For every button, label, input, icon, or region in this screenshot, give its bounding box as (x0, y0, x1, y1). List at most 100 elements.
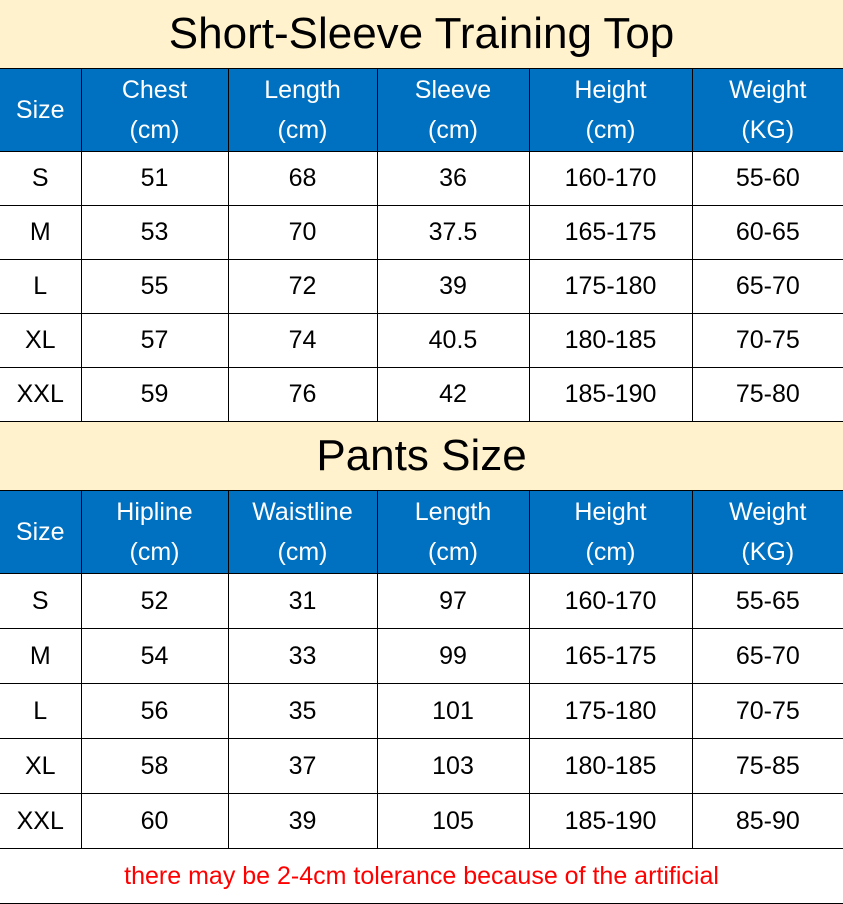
value-cell: 56 (81, 684, 228, 739)
size-cell: S (0, 574, 81, 629)
value-cell: 76 (228, 368, 377, 422)
value-cell: 175-180 (529, 260, 692, 314)
value-cell: 165-175 (529, 629, 692, 684)
value-cell: 35 (228, 684, 377, 739)
header-unit: (cm) (82, 532, 228, 572)
value-cell: 53 (81, 206, 228, 260)
header-label: Weight (693, 70, 843, 110)
value-cell: 60-65 (692, 206, 843, 260)
size-cell: L (0, 684, 81, 739)
header-label: Height (530, 70, 692, 110)
value-cell: 55-65 (692, 574, 843, 629)
header-unit: (cm) (229, 110, 377, 150)
column-header: Size (0, 491, 81, 574)
value-cell: 185-190 (529, 794, 692, 849)
header-label: Chest (82, 70, 228, 110)
value-cell: 72 (228, 260, 377, 314)
value-cell: 31 (228, 574, 377, 629)
header-unit: (cm) (378, 110, 529, 150)
column-header: Length(cm) (228, 69, 377, 152)
value-cell: 58 (81, 739, 228, 794)
value-cell: 57 (81, 314, 228, 368)
column-header: Hipline(cm) (81, 491, 228, 574)
value-cell: 55-60 (692, 152, 843, 206)
value-cell: 60 (81, 794, 228, 849)
value-cell: 160-170 (529, 152, 692, 206)
header-label: Waistline (229, 492, 377, 532)
header-unit: (cm) (530, 110, 692, 150)
header-label: Height (530, 492, 692, 532)
column-header: Height(cm) (529, 69, 692, 152)
header-unit: (cm) (378, 532, 529, 572)
size-cell: M (0, 206, 81, 260)
value-cell: 33 (228, 629, 377, 684)
value-cell: 42 (377, 368, 529, 422)
header-label: Sleeve (378, 70, 529, 110)
value-cell: 65-70 (692, 629, 843, 684)
header-unit: (cm) (229, 532, 377, 572)
column-header: Weight(KG) (692, 69, 843, 152)
value-cell: 65-70 (692, 260, 843, 314)
value-cell: 75-85 (692, 739, 843, 794)
value-cell: 36 (377, 152, 529, 206)
value-cell: 105 (377, 794, 529, 849)
value-cell: 180-185 (529, 314, 692, 368)
header-label: Size (16, 518, 65, 546)
header-unit: (cm) (530, 532, 692, 572)
header-unit: (KG) (693, 532, 843, 572)
size-cell: XL (0, 314, 81, 368)
value-cell: 103 (377, 739, 529, 794)
value-cell: 70 (228, 206, 377, 260)
value-cell: 52 (81, 574, 228, 629)
size-cell: XXL (0, 794, 81, 849)
size-cell: M (0, 629, 81, 684)
column-header: Height(cm) (529, 491, 692, 574)
value-cell: 85-90 (692, 794, 843, 849)
value-cell: 39 (228, 794, 377, 849)
column-header: Weight(KG) (692, 491, 843, 574)
value-cell: 97 (377, 574, 529, 629)
header-label: Length (229, 70, 377, 110)
value-cell: 165-175 (529, 206, 692, 260)
size-cell: L (0, 260, 81, 314)
value-cell: 180-185 (529, 739, 692, 794)
value-cell: 51 (81, 152, 228, 206)
value-cell: 59 (81, 368, 228, 422)
value-cell: 37 (228, 739, 377, 794)
header-label: Weight (693, 492, 843, 532)
value-cell: 160-170 (529, 574, 692, 629)
value-cell: 101 (377, 684, 529, 739)
tolerance-note: there may be 2-4cm tolerance because of … (0, 849, 843, 904)
value-cell: 55 (81, 260, 228, 314)
column-header: Chest(cm) (81, 69, 228, 152)
value-cell: 54 (81, 629, 228, 684)
value-cell: 185-190 (529, 368, 692, 422)
value-cell: 99 (377, 629, 529, 684)
pants-title: Pants Size (0, 422, 843, 491)
value-cell: 37.5 (377, 206, 529, 260)
size-cell: XXL (0, 368, 81, 422)
value-cell: 68 (228, 152, 377, 206)
value-cell: 40.5 (377, 314, 529, 368)
value-cell: 39 (377, 260, 529, 314)
column-header: Size (0, 69, 81, 152)
header-label: Hipline (82, 492, 228, 532)
header-unit: (KG) (693, 110, 843, 150)
header-label: Length (378, 492, 529, 532)
value-cell: 175-180 (529, 684, 692, 739)
column-header: Waistline(cm) (228, 491, 377, 574)
size-cell: S (0, 152, 81, 206)
value-cell: 70-75 (692, 314, 843, 368)
header-unit: (cm) (82, 110, 228, 150)
column-header: Length(cm) (377, 491, 529, 574)
